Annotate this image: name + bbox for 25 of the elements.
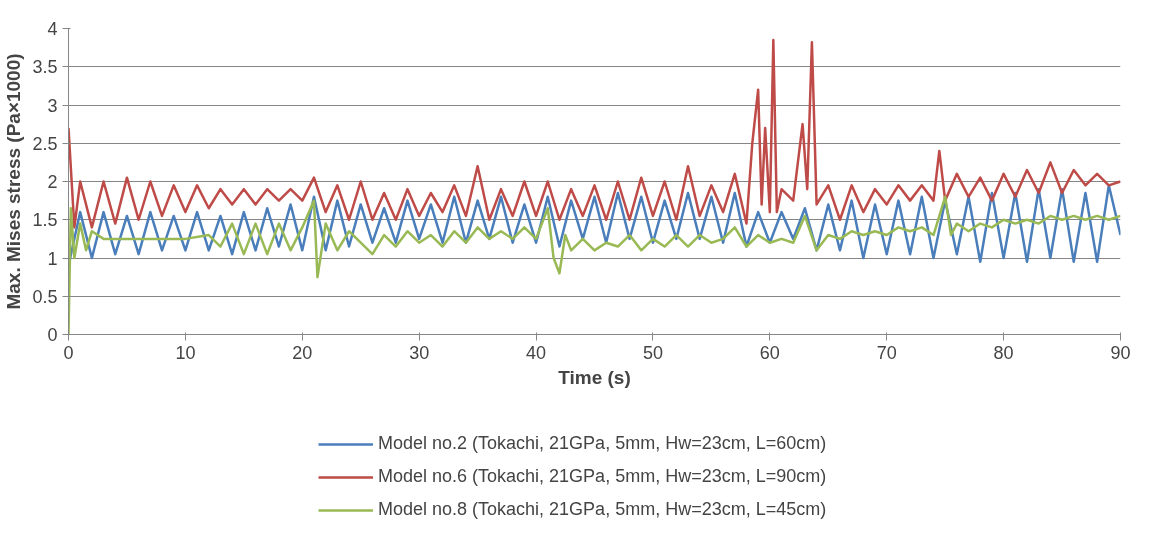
y-axis-title: Max. Mises stress (Pa×1000) (3, 53, 25, 310)
y-tick-label: 3 (47, 95, 58, 116)
legend-label: Model no.8 (Tokachi, 21GPa, 5mm, Hw=23cm, L=45cm) (378, 499, 827, 520)
y-tick-label: 0.5 (32, 286, 58, 307)
x-tick-label: 50 (642, 342, 663, 363)
legend-label: Model no.2 (Tokachi, 21GPa, 5mm, Hw=23cm, L=60cm) (378, 433, 827, 454)
y-tick-label: 3.5 (32, 57, 58, 78)
y-tick-label: 1 (47, 248, 58, 269)
x-tick-label: 60 (759, 342, 780, 363)
y-tick-label: 0 (47, 325, 58, 345)
y-tick-label: 2.5 (32, 133, 58, 154)
x-tick-label: 0 (63, 342, 74, 363)
legend-label: Model no.6 (Tokachi, 21GPa, 5mm, Hw=23cm, L=90cm) (378, 466, 827, 487)
x-tick-label: 20 (292, 342, 313, 363)
x-tick-label: 10 (175, 342, 196, 363)
line-series (68, 38, 1121, 229)
x-tick-label: 90 (1110, 342, 1131, 363)
y-tick-label: 4 (47, 19, 58, 39)
y-tick-label: 1.5 (32, 210, 58, 231)
x-axis-title: Time (s) (558, 366, 631, 388)
y-tick-label: 2 (47, 172, 58, 192)
x-tick-label: 40 (526, 342, 547, 363)
x-tick-label: 30 (409, 342, 430, 363)
x-tick-label: 70 (876, 342, 897, 363)
x-tick-label: 80 (993, 342, 1014, 363)
